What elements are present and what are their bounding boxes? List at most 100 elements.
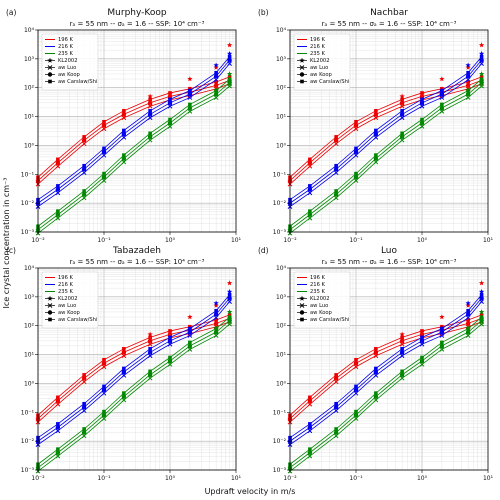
series-line: [289, 294, 482, 439]
data-point: [419, 341, 425, 347]
data-point: [399, 341, 405, 347]
data-point: [55, 163, 61, 169]
y-tick-label: 10⁻²: [273, 200, 287, 207]
data-point: [102, 409, 106, 414]
data-point: [101, 416, 107, 421]
data-point: [307, 160, 313, 166]
data-point: [333, 430, 339, 435]
data-point: [147, 100, 153, 106]
data-point: [167, 120, 173, 126]
y-tick-label: 10⁴: [24, 265, 35, 272]
data-point: [354, 357, 358, 362]
y-tick-label: 10³: [276, 56, 287, 63]
data-point-kl2002: [478, 280, 485, 286]
data-point: [399, 372, 405, 377]
data-point-kl2002: [213, 87, 219, 93]
data-point: [353, 123, 359, 128]
data-point: [439, 105, 445, 111]
data-point: [167, 124, 173, 129]
panel-title: Tabazadeh: [112, 246, 161, 256]
data-point: [147, 103, 153, 109]
data-point: [147, 338, 153, 344]
legend-marker: [300, 317, 304, 322]
series-line: [289, 59, 482, 204]
data-point: [419, 100, 425, 106]
y-tick-label: 10²: [276, 85, 287, 92]
series-235-k: [35, 309, 233, 474]
legend-label: 216 K: [58, 44, 74, 50]
series-line: [289, 78, 482, 227]
data-point: [479, 77, 484, 81]
data-point: [148, 335, 152, 340]
y-tick-label: 10⁻²: [21, 200, 35, 207]
data-point: [465, 312, 471, 317]
data-point: [187, 343, 193, 349]
data-point: [333, 138, 339, 143]
data-point: [373, 394, 379, 399]
data-point: [56, 395, 60, 400]
data-point: [101, 361, 107, 366]
y-tick-label: 10⁰: [276, 380, 287, 387]
data-point: [55, 190, 61, 196]
data-point: [101, 390, 107, 396]
data-point: [333, 376, 339, 381]
data-point: [214, 70, 218, 75]
panel-4: 10⁻² 10⁻¹ 10⁰ 10¹10⁻³10⁻²10⁻¹10⁰10¹10²10³10…: [258, 246, 494, 482]
data-point-kl2002: [226, 71, 233, 77]
legend-marker: [299, 57, 305, 63]
data-point: [147, 341, 153, 347]
data-point: [56, 184, 60, 188]
legend-label: KL2002: [310, 58, 330, 64]
legend-label: aw Carslaw/Shi: [58, 79, 97, 85]
data-point: [479, 54, 484, 59]
data-point: [82, 373, 86, 377]
data-point: [167, 362, 173, 367]
data-point: [81, 192, 87, 197]
plot-frame: [37, 267, 237, 471]
data-point: [121, 373, 127, 378]
data-point: [465, 74, 471, 79]
y-tick-label: 10⁻¹: [273, 171, 287, 178]
data-point: [55, 425, 61, 430]
data-point-kl2002: [465, 302, 471, 308]
data-point: [213, 315, 219, 321]
data-point: [82, 135, 86, 139]
data-point: [147, 375, 153, 381]
data-point-kl2002: [167, 91, 173, 97]
data-point: [102, 384, 106, 389]
data-point: [374, 366, 378, 371]
data-point-kl2002: [478, 50, 485, 57]
data-point: [308, 447, 312, 451]
panel-subtitle: rₐ = 55 nm -- σₐ = 1.6 -- SSP: 10⁴ cm⁻³: [70, 258, 205, 266]
grid: [289, 30, 488, 233]
x-tick-label: 10¹: [483, 237, 494, 244]
data-point: [307, 453, 313, 459]
data-point: [307, 212, 313, 217]
legend-marker: [300, 79, 304, 84]
data-point-kl2002: [147, 331, 153, 337]
data-point-kl2002: [465, 300, 471, 306]
data-point: [439, 95, 445, 100]
data-point: [399, 100, 405, 106]
data-point: [439, 91, 445, 97]
data-point: [353, 126, 359, 132]
data-point: [439, 329, 445, 335]
plot-frame: [289, 267, 489, 471]
panel-subtitle: rₐ = 55 nm -- σₐ = 1.6 -- SSP: 10⁴ cm⁻³: [322, 20, 457, 28]
data-point: [353, 361, 359, 366]
data-point: [334, 401, 338, 406]
x-tick-label: 10⁻²: [31, 475, 45, 482]
series-216-k: [287, 288, 485, 447]
data-point: [374, 109, 378, 113]
data-point: [121, 350, 127, 355]
panel-3: 10⁻² 10⁻¹ 10⁰ 10¹10⁻³10⁻²10⁻¹10⁰10¹10²10³10…: [6, 246, 242, 482]
panel-2: 10⁻² 10⁻¹ 10⁰ 10¹10⁻³10⁻²10⁻¹10⁰10¹10²10³10…: [258, 8, 494, 244]
series-line: [289, 316, 482, 465]
legend-label: 235 K: [58, 51, 74, 57]
data-point: [307, 425, 313, 430]
legend-marker: [47, 57, 53, 63]
data-point: [213, 91, 219, 97]
data-point: [121, 131, 127, 137]
